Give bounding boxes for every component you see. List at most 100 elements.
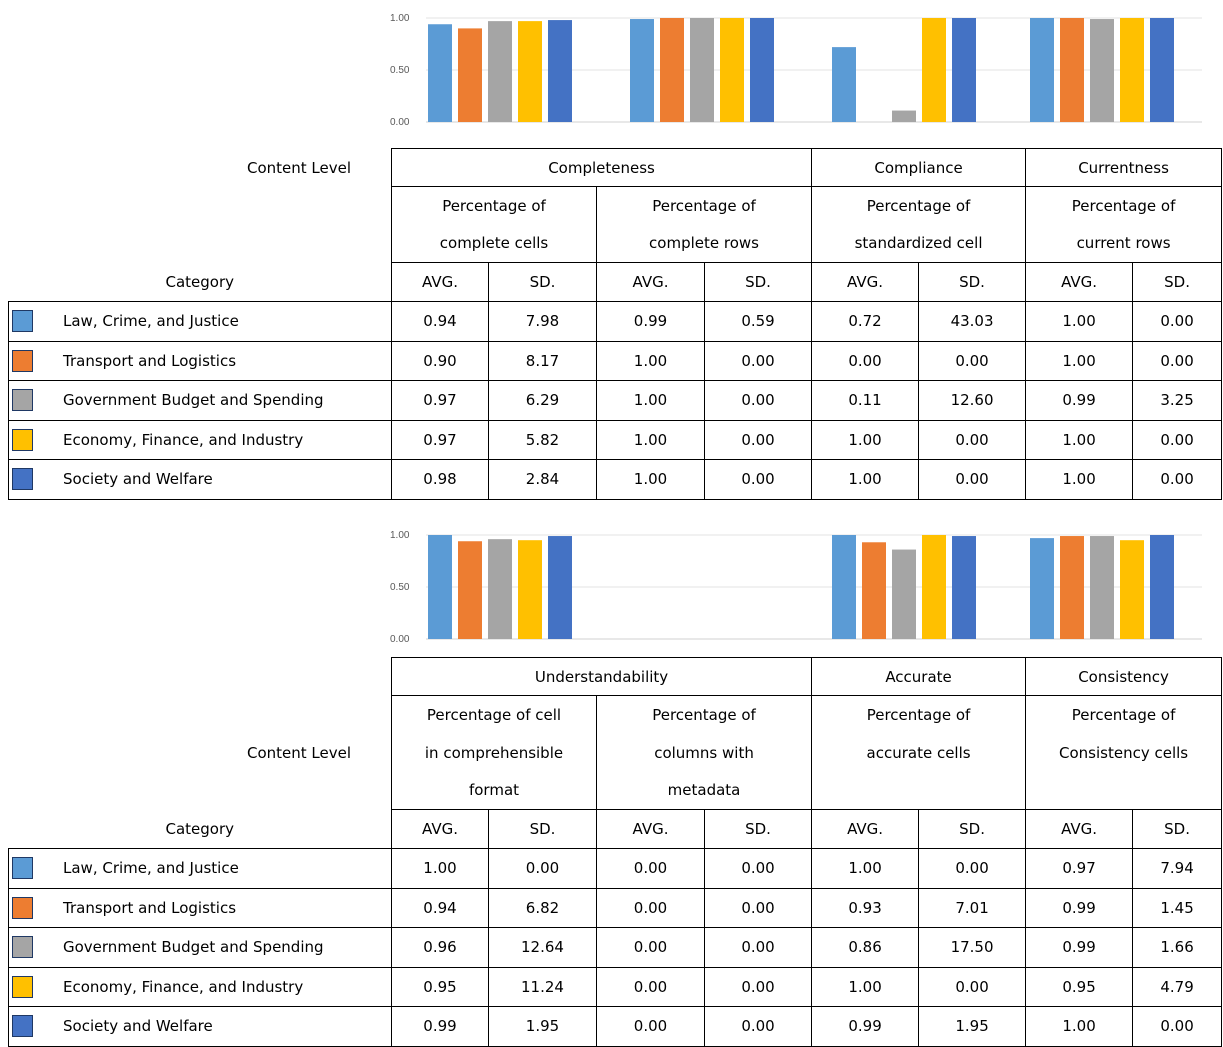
avg-cell: 0.95 <box>1025 966 1134 1007</box>
avg-cell: 0.00 <box>596 1006 705 1047</box>
sd-cell: 0.00 <box>1132 340 1223 381</box>
legend-swatch <box>12 349 33 372</box>
bar <box>488 539 512 639</box>
category-label: Category <box>8 809 392 849</box>
group-header: Compliance <box>811 148 1027 187</box>
bar <box>952 536 976 639</box>
sd-cell: 0.00 <box>918 459 1027 500</box>
sd-cell: 11.24 <box>488 966 597 1007</box>
avg-header: AVG. <box>1025 262 1134 302</box>
category-name: Transport and Logistics <box>63 898 237 917</box>
legend-swatch <box>12 936 33 959</box>
avg-cell: 0.94 <box>391 887 489 928</box>
sd-cell: 0.00 <box>703 927 813 968</box>
sd-cell: 7.98 <box>488 301 597 342</box>
avg-header: AVG. <box>811 809 920 849</box>
sd-header: SD. <box>488 262 597 302</box>
sd-cell: 0.00 <box>1132 1006 1223 1047</box>
bar-chart-top: 1.00 0.50 0.00 <box>390 13 1202 128</box>
avg-cell: 0.90 <box>391 340 489 381</box>
metric-header-line2: complete rows <box>595 224 813 263</box>
bar <box>548 536 572 639</box>
avg-cell: 0.00 <box>811 340 920 381</box>
y-tick-label: 0.00 <box>390 634 410 645</box>
avg-header: AVG. <box>811 262 920 302</box>
category-name: Economy, Finance, and Industry <box>63 977 304 996</box>
sd-cell: 3.25 <box>1132 380 1223 421</box>
bar <box>720 18 744 122</box>
avg-cell: 0.99 <box>811 1006 920 1047</box>
bar <box>458 541 482 639</box>
group-header: Completeness <box>390 148 813 187</box>
avg-header: AVG. <box>596 262 705 302</box>
avg-cell: 1.00 <box>1025 1006 1134 1047</box>
bar <box>750 18 774 122</box>
avg-cell: 0.00 <box>596 927 705 968</box>
bar <box>1090 19 1114 122</box>
avg-cell: 1.00 <box>1025 419 1134 460</box>
sd-cell: 0.00 <box>918 966 1027 1007</box>
metric-header: Percentage of <box>1025 695 1223 734</box>
sd-header: SD. <box>703 262 813 302</box>
category-name: Law, Crime, and Justice <box>63 859 239 878</box>
legend-swatch <box>12 896 33 919</box>
y-tick-label: 0.50 <box>390 582 410 593</box>
row-category: Law, Crime, and Justice <box>8 848 392 889</box>
table-row: Law, Crime, and Justice 0.94 7.98 0.99 0.59 0… <box>8 301 1223 342</box>
metric-header: Percentage of <box>811 695 1027 734</box>
sd-cell: 8.17 <box>488 340 597 381</box>
avg-cell: 0.86 <box>811 927 920 968</box>
bar <box>630 19 654 122</box>
sd-cell: 12.60 <box>918 380 1027 421</box>
content-level-label: Content Level <box>8 733 392 772</box>
row-category: Economy, Finance, and Industry <box>8 419 392 460</box>
sd-header: SD. <box>703 809 813 849</box>
sd-cell: 6.29 <box>488 380 597 421</box>
bar <box>1090 536 1114 639</box>
avg-cell: 1.00 <box>1025 340 1134 381</box>
sd-cell: 0.59 <box>703 301 813 342</box>
bar <box>952 18 976 122</box>
bar <box>922 535 946 639</box>
avg-cell: 0.94 <box>391 301 489 342</box>
avg-cell: 0.72 <box>811 301 920 342</box>
avg-cell: 0.97 <box>1025 848 1134 889</box>
sd-cell: 0.00 <box>703 459 813 500</box>
y-tick-label: 1.00 <box>390 13 410 24</box>
sd-cell: 1.45 <box>1132 887 1223 928</box>
sd-cell: 0.00 <box>1132 459 1223 500</box>
bar <box>862 542 886 639</box>
avg-cell: 0.11 <box>811 380 920 421</box>
avg-cell: 0.99 <box>596 301 705 342</box>
bar <box>1060 18 1084 122</box>
avg-cell: 1.00 <box>596 419 705 460</box>
sd-cell: 0.00 <box>918 848 1027 889</box>
avg-cell: 0.00 <box>596 966 705 1007</box>
y-tick-label: 1.00 <box>390 530 410 541</box>
category-label: Category <box>8 262 392 302</box>
table-row: Transport and Logistics 0.94 6.82 0.00 0.00 0… <box>8 887 1223 928</box>
sd-cell: 7.94 <box>1132 848 1223 889</box>
avg-cell: 1.00 <box>811 419 920 460</box>
row-category: Society and Welfare <box>8 459 392 500</box>
sd-cell: 0.00 <box>488 848 597 889</box>
avg-cell: 1.00 <box>811 966 920 1007</box>
bar-chart-bottom: 1.00 0.50 0.00 <box>390 530 1202 645</box>
avg-cell: 1.00 <box>1025 459 1134 500</box>
avg-header: AVG. <box>1025 809 1134 849</box>
metric-header: Percentage of cell <box>391 695 597 734</box>
legend-swatch <box>12 310 33 333</box>
sd-cell: 1.66 <box>1132 927 1223 968</box>
row-category: Law, Crime, and Justice <box>8 301 392 342</box>
avg-cell: 1.00 <box>596 459 705 500</box>
sd-header: SD. <box>918 809 1027 849</box>
metric-header-line2: standardized cell <box>811 224 1027 263</box>
sd-cell: 43.03 <box>918 301 1027 342</box>
y-tick-label: 0.50 <box>390 65 410 76</box>
table-row: Society and Welfare 0.99 1.95 0.00 0.00 0.99 1… <box>8 1006 1223 1047</box>
sd-header: SD. <box>1132 262 1223 302</box>
avg-cell: 1.00 <box>391 848 489 889</box>
category-name: Economy, Finance, and Industry <box>63 430 304 449</box>
metric-header-line3: format <box>391 771 597 810</box>
metric-header-line3 <box>811 771 1027 810</box>
